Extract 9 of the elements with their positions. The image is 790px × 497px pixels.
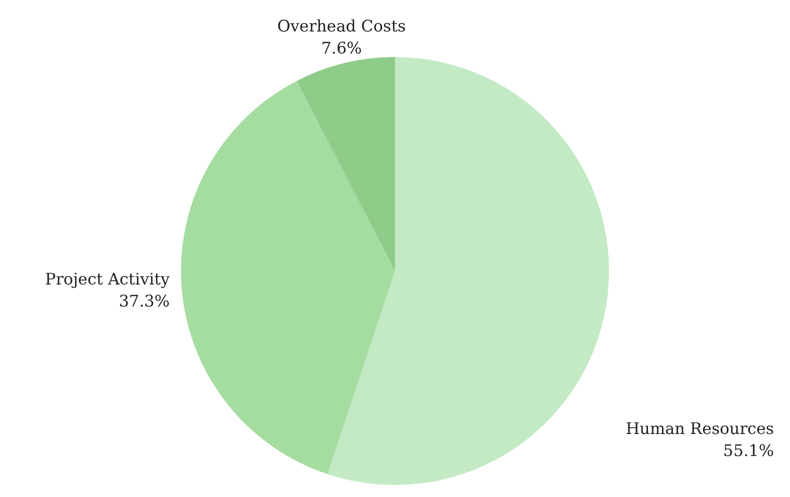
data-label: 37.3% <box>118 292 170 311</box>
data-label: 7.6% <box>321 38 362 58</box>
pie-slice <box>328 57 609 485</box>
slice-label: Overhead Costs <box>277 16 406 36</box>
pie-slice <box>296 57 395 271</box>
data-label: 55.1% <box>723 440 774 460</box>
pie-slice <box>181 80 395 474</box>
slice-label: Project Activity <box>45 270 170 289</box>
slice-label: Human Resources <box>626 418 774 438</box>
